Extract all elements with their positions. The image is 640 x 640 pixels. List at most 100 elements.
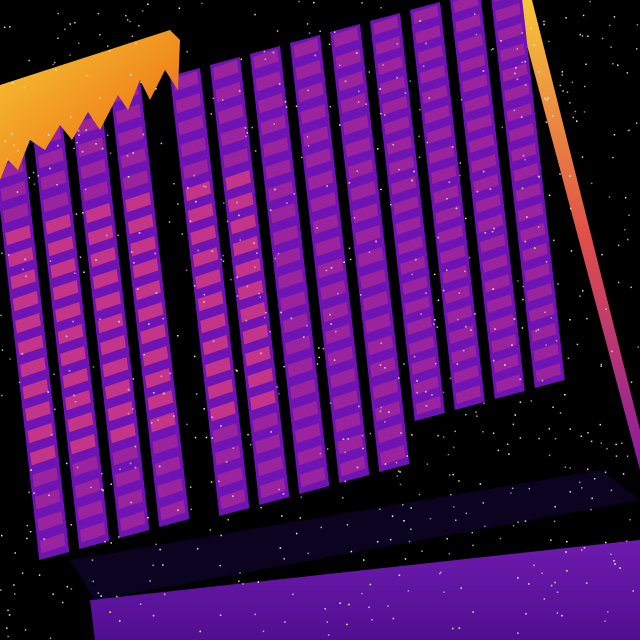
noise-speck xyxy=(330,267,333,269)
noise-speck xyxy=(420,313,422,315)
panel-cell xyxy=(185,181,212,202)
panel-cell xyxy=(340,93,367,114)
noise-speck xyxy=(363,559,365,561)
noise-speck xyxy=(222,99,224,101)
noise-speck xyxy=(442,391,445,394)
noise-speck xyxy=(257,581,259,583)
noise-speck xyxy=(426,463,429,465)
panel-cell xyxy=(417,45,444,64)
noise-speck xyxy=(132,152,134,154)
noise-speck xyxy=(499,537,502,540)
panel-cell xyxy=(362,291,389,312)
noise-speck xyxy=(612,63,614,65)
noise-speck xyxy=(236,370,238,372)
panel-cell xyxy=(112,445,139,466)
panel-cell xyxy=(322,302,349,323)
noise-speck xyxy=(380,7,382,9)
noise-speck xyxy=(222,254,224,257)
noise-speck xyxy=(398,168,400,171)
panel-cell xyxy=(200,313,226,334)
noise-speck xyxy=(415,258,417,261)
noise-speck xyxy=(109,50,111,52)
noise-speck xyxy=(384,367,386,369)
noise-speck xyxy=(528,583,530,585)
noise-speck xyxy=(476,190,479,193)
noise-speck xyxy=(554,438,557,440)
noise-speck xyxy=(524,84,527,86)
noise-speck xyxy=(610,46,612,48)
noise-speck xyxy=(49,637,52,640)
noise-speck xyxy=(449,474,451,476)
noise-speck xyxy=(604,620,606,622)
panel-cell xyxy=(528,303,555,322)
noise-speck xyxy=(328,43,331,45)
noise-speck xyxy=(390,538,392,541)
noise-speck xyxy=(537,226,540,228)
noise-speck xyxy=(626,540,628,542)
noise-speck xyxy=(272,51,275,54)
noise-speck xyxy=(68,370,71,372)
panel-cell xyxy=(117,489,144,510)
noise-speck xyxy=(57,12,59,15)
noise-speck xyxy=(300,496,302,498)
ground-strip xyxy=(90,540,640,640)
noise-speck xyxy=(628,129,631,131)
noise-speck xyxy=(152,614,155,617)
noise-speck xyxy=(306,23,309,25)
panel-cell xyxy=(115,104,142,125)
panel-cell xyxy=(294,423,321,444)
panel-cell xyxy=(347,159,374,180)
noise-speck xyxy=(411,273,413,276)
noise-speck xyxy=(392,617,395,620)
noise-speck xyxy=(350,550,353,553)
noise-speck xyxy=(278,392,280,395)
panel-cell xyxy=(517,203,544,222)
noise-speck xyxy=(153,392,155,394)
noise-speck xyxy=(38,574,41,576)
panel-cell xyxy=(209,401,236,422)
noise-speck xyxy=(50,434,53,436)
panel-cell xyxy=(515,183,541,202)
noise-speck xyxy=(557,283,559,285)
noise-speck xyxy=(522,154,525,157)
panel-cell xyxy=(342,115,369,136)
noise-speck xyxy=(360,294,362,296)
noise-speck xyxy=(511,487,514,490)
panel-cell xyxy=(320,280,346,301)
panel-cell xyxy=(299,467,326,488)
panel-cell xyxy=(285,335,311,356)
noise-speck xyxy=(569,319,571,321)
noise-speck xyxy=(181,233,183,235)
noise-speck xyxy=(260,352,262,355)
panel-cell xyxy=(377,423,404,444)
noise-speck xyxy=(43,538,45,540)
noise-speck xyxy=(57,37,59,39)
panel-cell xyxy=(413,5,439,24)
noise-speck xyxy=(160,375,163,378)
noise-speck xyxy=(552,406,554,408)
noise-speck xyxy=(33,492,35,494)
noise-speck xyxy=(203,293,205,296)
panel-cell xyxy=(187,203,214,224)
noise-speck xyxy=(152,564,154,566)
noise-speck xyxy=(295,105,298,107)
noise-speck xyxy=(419,20,421,22)
noise-speck xyxy=(265,311,267,314)
noise-speck xyxy=(84,188,87,191)
noise-speck xyxy=(219,564,221,567)
noise-speck xyxy=(270,431,272,433)
panel-cell xyxy=(45,214,72,235)
panel-cell xyxy=(360,269,386,290)
noise-speck xyxy=(314,54,317,57)
noise-speck xyxy=(9,358,11,360)
noise-speck xyxy=(285,106,288,108)
noise-speck xyxy=(446,198,448,200)
noise-speck xyxy=(544,311,546,313)
panel-cell xyxy=(479,234,506,253)
noise-speck xyxy=(474,13,476,15)
panel-cell xyxy=(20,357,46,378)
noise-speck xyxy=(23,87,26,89)
noise-speck xyxy=(199,630,201,633)
noise-speck xyxy=(81,150,84,153)
noise-speck xyxy=(329,313,331,316)
